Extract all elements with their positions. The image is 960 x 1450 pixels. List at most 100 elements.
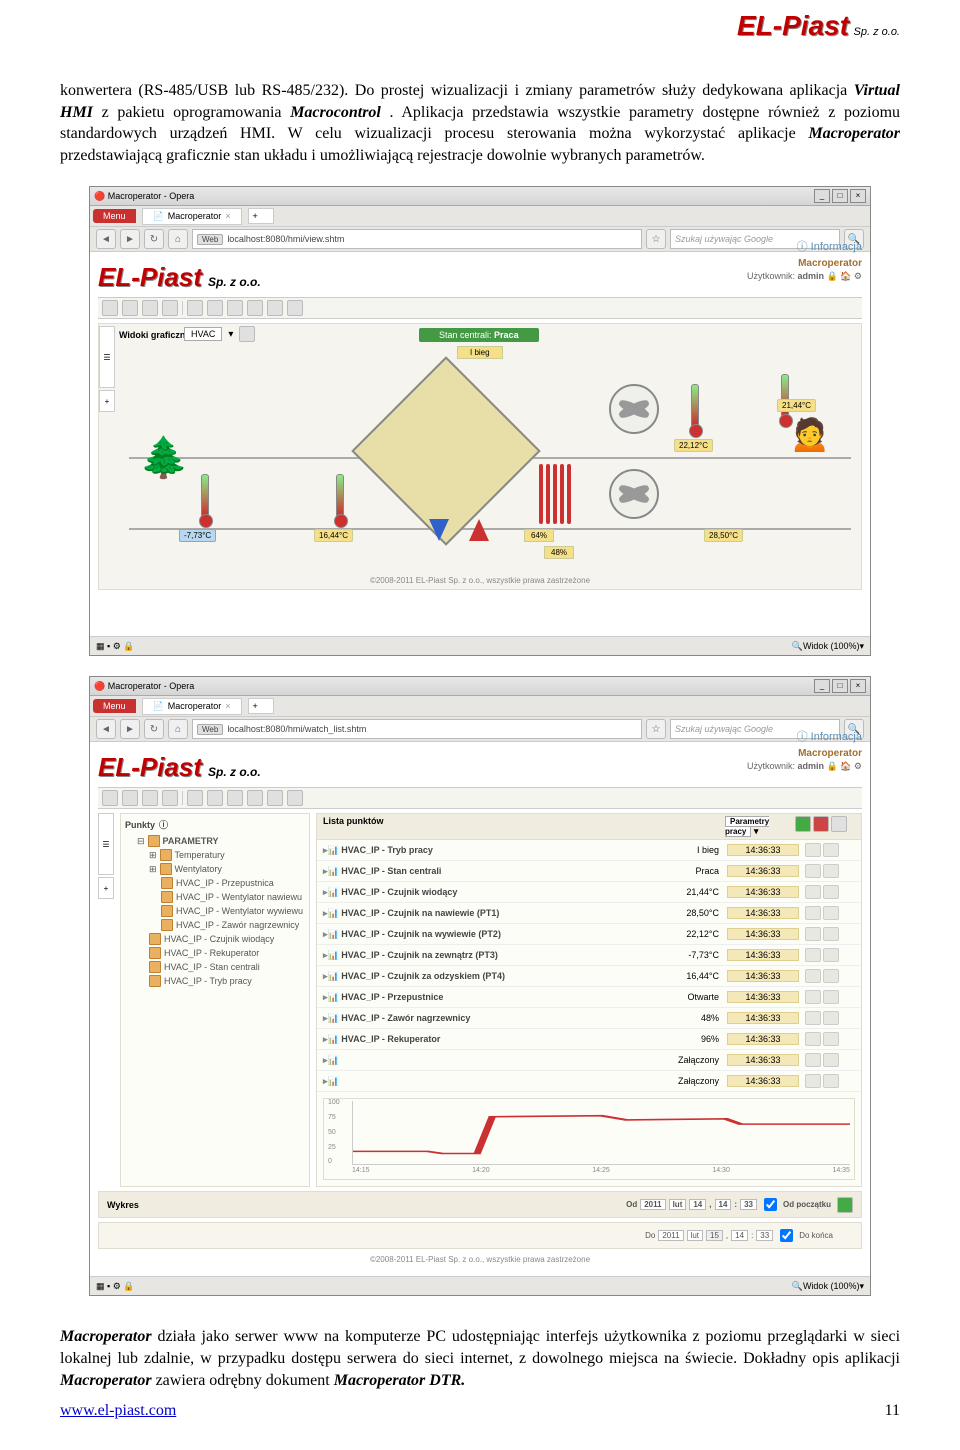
maximize-button[interactable]: □ <box>832 189 848 203</box>
chart-icon[interactable] <box>805 1032 821 1046</box>
side-tab-add[interactable]: + <box>99 390 115 412</box>
tree-node[interactable]: ⊞ Wentylatory <box>125 862 305 876</box>
hvac-select[interactable]: HVAC <box>184 327 222 341</box>
tree-header: Punkty ⓘ <box>125 818 305 831</box>
fan-exhaust <box>609 469 663 523</box>
chart-control-bar: Wykres Od 2011 lut 14, 14: 33 Od początk… <box>98 1191 862 1218</box>
info-icon[interactable] <box>823 990 839 1004</box>
logo-text: EL-Piast <box>737 10 849 41</box>
toolbar-icon[interactable] <box>247 300 263 316</box>
tree-node[interactable]: HVAC_IP - Zawór nagrzewnicy <box>125 918 305 932</box>
reload-button[interactable]: ↻ <box>144 229 164 249</box>
forward-button[interactable]: ► <box>120 719 140 739</box>
tree-node[interactable]: HVAC_IP - Przepustnica <box>125 876 305 890</box>
browser-status-bar: ▦ ▪ ⚙ 🔒 🔍 Widok (100%) ▾ <box>90 636 870 655</box>
tree-root[interactable]: ⊟ PARAMETRY <box>125 834 305 848</box>
new-tab-button[interactable]: + <box>248 208 274 224</box>
window-controls[interactable]: _□× <box>814 679 866 693</box>
home-button[interactable]: ⌂ <box>168 719 188 739</box>
tree-node[interactable]: HVAC_IP - Wentylator nawiewu <box>125 890 305 904</box>
tree-node[interactable]: ⊞ Temperatury <box>125 848 305 862</box>
bieg-box: I bieg <box>457 346 503 359</box>
side-tab[interactable]: ☰ <box>98 813 114 875</box>
toolbar-icon[interactable] <box>267 300 283 316</box>
chart-icon[interactable] <box>805 885 821 899</box>
browser-tab[interactable]: 📄Macroperator× <box>142 208 242 225</box>
status-box: Stan centrali: Praca <box>419 328 539 342</box>
home-button[interactable]: ⌂ <box>168 229 188 249</box>
tree-node[interactable]: HVAC_IP - Rekuperator <box>125 946 305 960</box>
toolbar-icon[interactable] <box>207 300 223 316</box>
info-icon[interactable] <box>823 948 839 962</box>
header-logo: EL-Piast Sp. z o.o. <box>737 10 900 42</box>
info-icon[interactable] <box>823 864 839 878</box>
tree-node[interactable]: HVAC_IP - Tryb pracy <box>125 974 305 988</box>
info-icon[interactable] <box>823 969 839 983</box>
forward-button[interactable]: ► <box>120 229 140 249</box>
toolbar-icon[interactable] <box>287 300 303 316</box>
tree-node[interactable]: HVAC_IP - Stan centrali <box>125 960 305 974</box>
info-icon[interactable] <box>823 927 839 941</box>
star-button[interactable]: ☆ <box>646 229 666 249</box>
opera-menu-button[interactable]: Menu <box>93 209 136 223</box>
url-field[interactable]: Weblocalhost:8080/hmi/watch_list.shtm <box>192 719 642 739</box>
chart-icon[interactable] <box>805 948 821 962</box>
toolbar-icon[interactable] <box>162 300 178 316</box>
toolbar-icon[interactable] <box>102 300 118 316</box>
info-icon[interactable] <box>823 1053 839 1067</box>
back-button[interactable]: ◄ <box>96 229 116 249</box>
browser-tab[interactable]: 📄Macroperator× <box>142 698 242 715</box>
new-tab-button[interactable]: + <box>248 698 274 714</box>
from-begin-checkbox[interactable] <box>764 1198 777 1211</box>
chart-icon[interactable] <box>805 864 821 878</box>
chart-icon[interactable] <box>805 843 821 857</box>
thermometer-recup <box>334 474 346 524</box>
window-controls[interactable]: _ □ × <box>814 189 866 203</box>
chart-icon[interactable] <box>805 1074 821 1088</box>
browser-address-bar: ◄ ► ↻ ⌂ Weblocalhost:8080/hmi/watch_list… <box>90 717 870 742</box>
tree-node[interactable]: HVAC_IP - Czujnik wiodący <box>125 932 305 946</box>
pct-damper: 64% <box>524 529 554 542</box>
toolbar-icon[interactable] <box>142 300 158 316</box>
info-icon[interactable] <box>823 1032 839 1046</box>
toolbar-icon[interactable] <box>122 300 138 316</box>
close-button[interactable]: × <box>850 189 866 203</box>
info-link[interactable]: ⓘ Informacja <box>797 238 862 254</box>
document-page: EL-Piast Sp. z o.o. konwertera (RS-485/U… <box>0 0 960 1450</box>
reload-button[interactable]: ↻ <box>144 719 164 739</box>
tree-icon: 🌲 <box>139 434 189 481</box>
chart-icon[interactable] <box>805 906 821 920</box>
tree-node[interactable]: HVAC_IP - Wentylator wywiewu <box>125 904 305 918</box>
arrow-down-icon <box>429 519 449 541</box>
info-icon[interactable] <box>823 1074 839 1088</box>
minimize-button[interactable]: _ <box>814 189 830 203</box>
footer-url[interactable]: www.el-piast.com <box>60 1402 176 1420</box>
side-tab-add[interactable]: + <box>98 877 114 899</box>
chart-icon[interactable] <box>805 927 821 941</box>
app-toolbar <box>98 787 862 809</box>
list-row: ▸📊 HVAC_IP - Czujnik za odzyskiem (PT4)1… <box>317 966 861 987</box>
browser-address-bar: ◄ ► ↻ ⌂ Weblocalhost:8080/hmi/view.shtm … <box>90 227 870 252</box>
info-icon[interactable] <box>823 1011 839 1025</box>
list-filter[interactable]: Parametry pracy <box>725 816 769 837</box>
apply-button[interactable] <box>837 1197 853 1213</box>
toolbar-icon[interactable] <box>187 300 203 316</box>
info-icon[interactable] <box>823 906 839 920</box>
chart-icon[interactable] <box>805 1011 821 1025</box>
fullscreen-icon[interactable] <box>239 326 255 342</box>
toolbar-icon[interactable] <box>227 300 243 316</box>
opera-menu-button[interactable]: Menu <box>93 699 136 713</box>
to-end-checkbox[interactable] <box>780 1229 793 1242</box>
url-field[interactable]: Weblocalhost:8080/hmi/view.shtm <box>192 229 642 249</box>
chart-icon[interactable] <box>805 990 821 1004</box>
chart-icon[interactable] <box>805 969 821 983</box>
info-link[interactable]: ⓘ Informacja <box>797 728 862 744</box>
info-icon[interactable] <box>823 885 839 899</box>
list-row: ▸📊 Załączony14:36:33 <box>317 1050 861 1071</box>
screenshot-points-view: 🔴 Macroperator - Opera _□× Menu 📄Macrope… <box>89 676 871 1296</box>
chart-icon[interactable] <box>805 1053 821 1067</box>
side-tab[interactable]: ☰ <box>99 326 115 388</box>
browser-menubar: Menu 📄Macroperator× + <box>90 696 870 717</box>
info-icon[interactable] <box>823 843 839 857</box>
back-button[interactable]: ◄ <box>96 719 116 739</box>
